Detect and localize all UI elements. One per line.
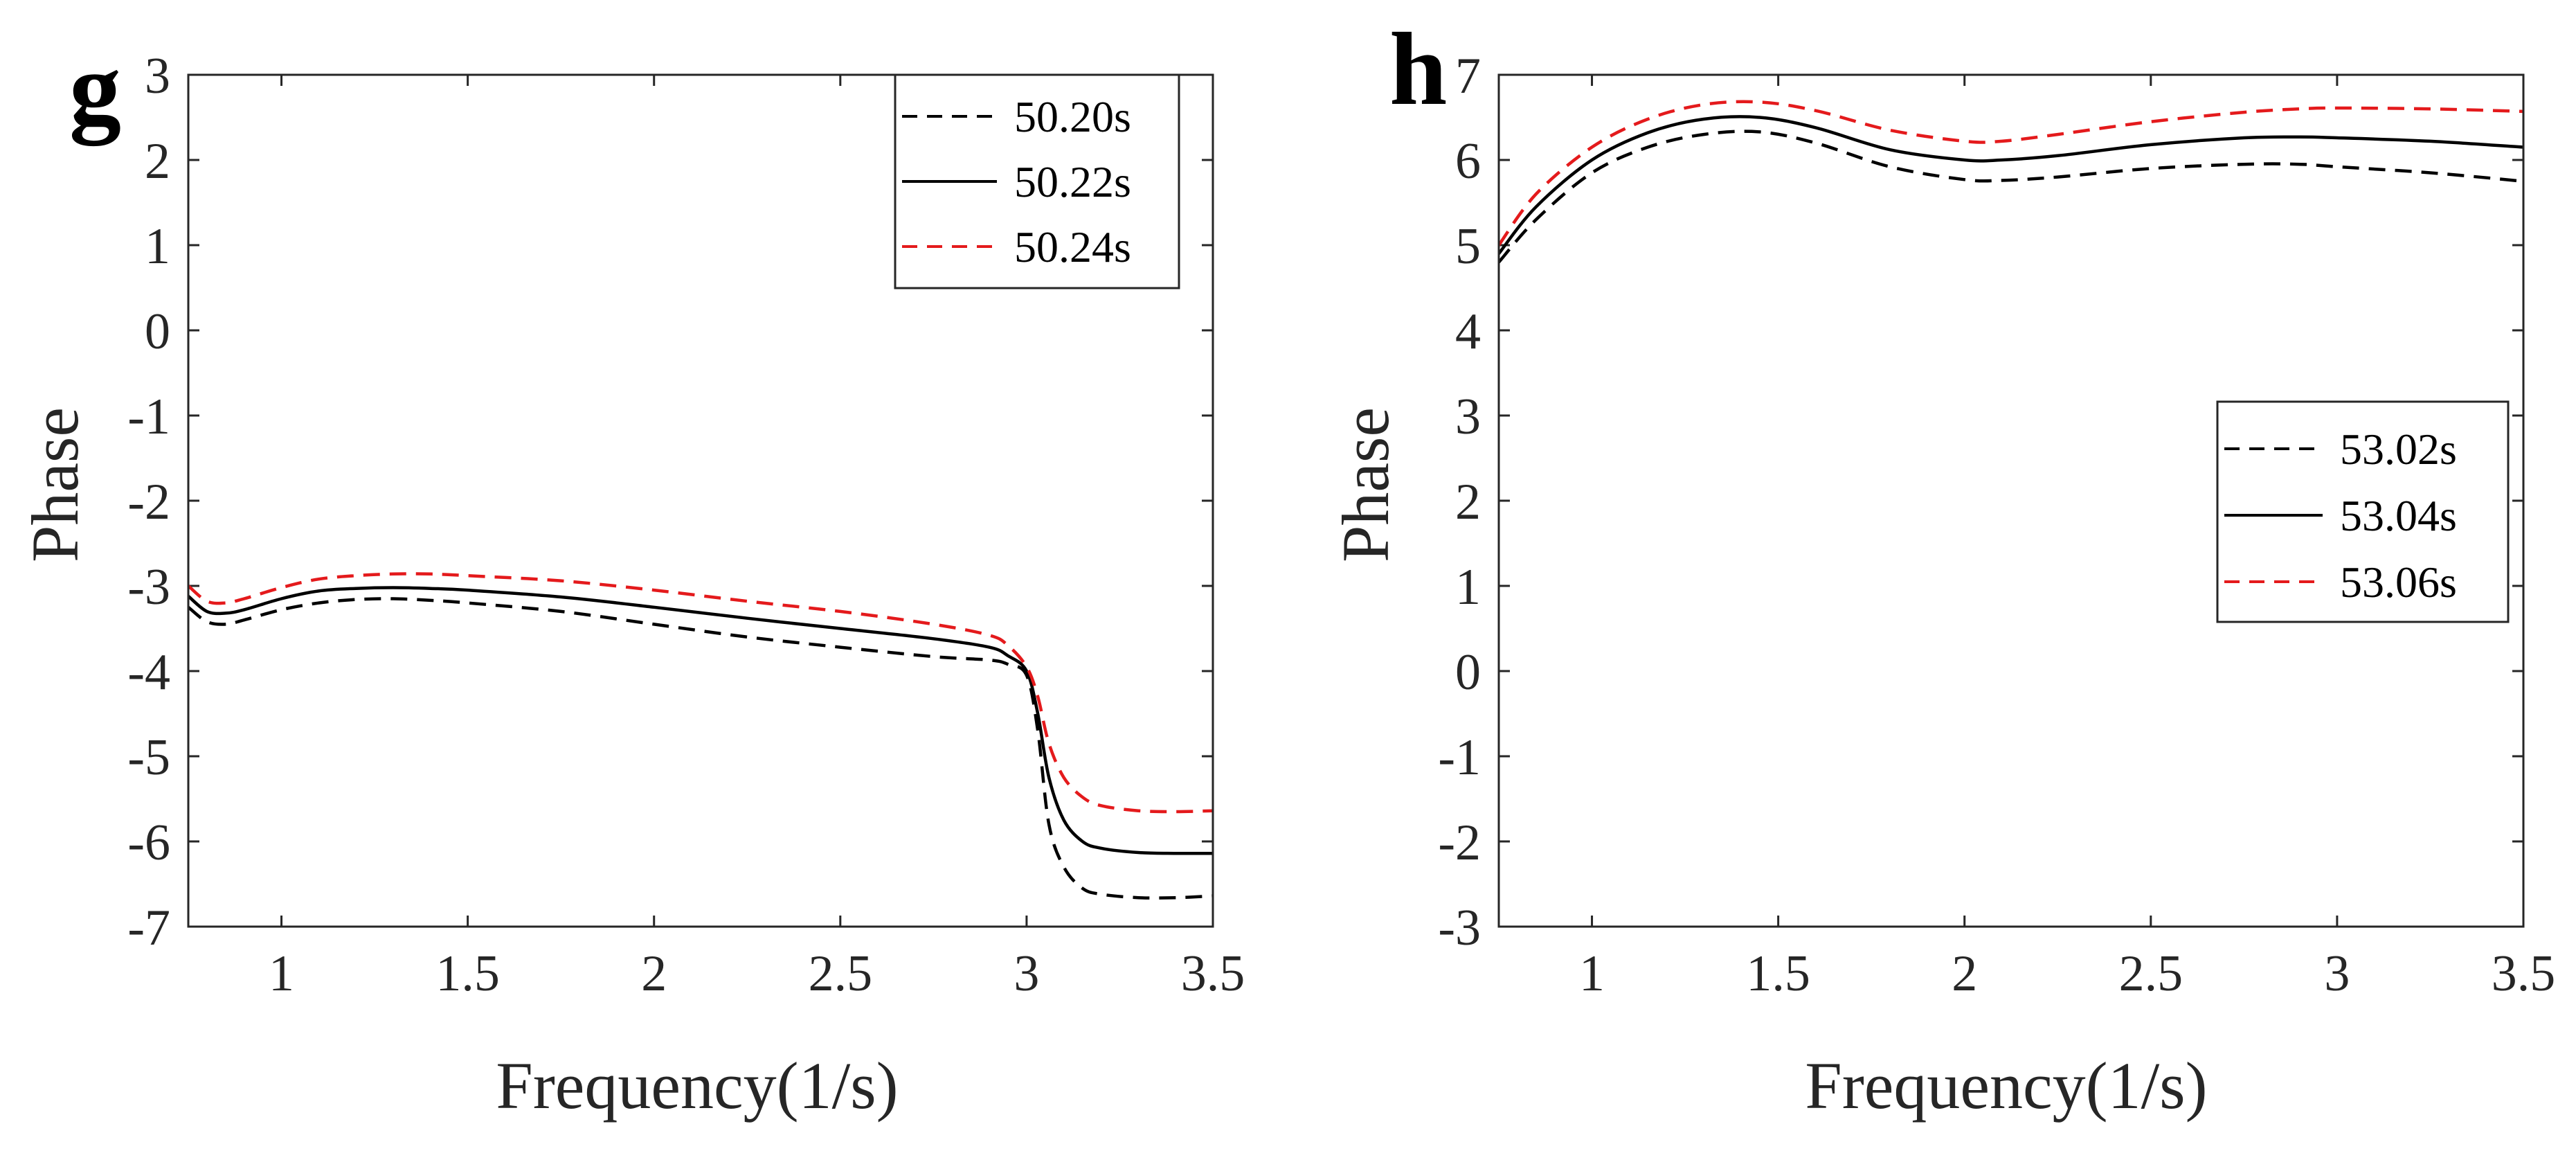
panel-label-g: g bbox=[69, 31, 121, 146]
x-tick-label: 1 bbox=[1579, 945, 1605, 1002]
y-tick-label: 2 bbox=[1455, 474, 1481, 530]
x-tick-label: 3 bbox=[2324, 945, 2350, 1002]
y-tick-label: 7 bbox=[1455, 48, 1481, 105]
series-line-50-22s bbox=[188, 586, 1213, 855]
x-axis-label: Frequency(1/s) bbox=[496, 1049, 898, 1123]
x-tick-label: 2.5 bbox=[809, 945, 873, 1002]
y-tick-label: -2 bbox=[1438, 814, 1481, 871]
x-tick-label: 1 bbox=[269, 945, 294, 1002]
legend-label-50-20s: 50.20s bbox=[1014, 92, 1131, 141]
legend-label-53-04s: 53.04s bbox=[2340, 491, 2457, 540]
plot-lines bbox=[188, 572, 1213, 900]
legend: 50.20s 50.22s 50.24s bbox=[894, 73, 1180, 289]
y-axis-label: Phase bbox=[1328, 407, 1403, 562]
y-tick-label: 3 bbox=[145, 48, 170, 105]
legend-label-53-06s: 53.06s bbox=[2340, 557, 2457, 607]
legend: 53.02s 53.04s 53.06s bbox=[2216, 400, 2510, 623]
x-tick-label: 3.5 bbox=[1181, 945, 1245, 1002]
y-tick-label: 1 bbox=[145, 218, 170, 275]
y-tick-label: -3 bbox=[127, 559, 170, 616]
y-tick-label: -6 bbox=[127, 814, 170, 871]
y-tick-label: 0 bbox=[145, 303, 170, 360]
panel-label-h: h bbox=[1389, 12, 1447, 127]
y-axis-label: Phase bbox=[18, 407, 92, 562]
x-tick-label: 1.5 bbox=[435, 945, 500, 1002]
axes-frame bbox=[187, 73, 1214, 928]
y-tick-label: 1 bbox=[1455, 559, 1481, 616]
axes-ticks: 1 1.5 2 2.5 3 3.5 -7 -6 -5 -4 -3 -2 -1 0 1 2 3 bbox=[127, 48, 1245, 1002]
x-tick-label: 2.5 bbox=[2119, 945, 2183, 1002]
x-tick-label: 3.5 bbox=[2492, 945, 2556, 1002]
y-tick-label: -4 bbox=[127, 644, 170, 701]
series-line-50-20s bbox=[188, 597, 1213, 900]
legend-label-53-02s: 53.02s bbox=[2340, 425, 2457, 474]
chart-panel-g: g Phase Frequency(1/s) 1 1.5 2 2.5 3 3.5 -7 -6 -… bbox=[18, 31, 1245, 1123]
y-tick-label: -5 bbox=[127, 729, 170, 786]
legend-box bbox=[2216, 400, 2510, 623]
chart-panel-h: h Phase Frequency(1/s) 1 1.5 2 2.5 3 3.5 -3 -2 -… bbox=[1328, 12, 2555, 1123]
y-tick-label: 5 bbox=[1455, 218, 1481, 275]
y-tick-label: 3 bbox=[1455, 389, 1481, 445]
y-tick-label: -2 bbox=[127, 474, 170, 530]
y-tick-label: 0 bbox=[1455, 644, 1481, 701]
legend-label-50-22s: 50.22s bbox=[1014, 157, 1131, 206]
x-tick-label: 2 bbox=[1952, 945, 1977, 1002]
y-tick-label: -1 bbox=[127, 389, 170, 445]
y-tick-label: -3 bbox=[1438, 900, 1481, 956]
legend-label-50-24s: 50.24s bbox=[1014, 222, 1131, 271]
series-line-53-02s bbox=[1499, 130, 2523, 264]
x-tick-label: 3 bbox=[1014, 945, 1039, 1002]
x-axis-label: Frequency(1/s) bbox=[1805, 1049, 2207, 1123]
plot-lines bbox=[1499, 100, 2523, 264]
x-tick-label: 1.5 bbox=[1746, 945, 1810, 1002]
axes-frame bbox=[1497, 73, 2525, 928]
y-tick-label: -7 bbox=[127, 900, 170, 956]
series-line-53-04s bbox=[1499, 115, 2523, 255]
axes-ticks: 1 1.5 2 2.5 3 3.5 -3 -2 -1 0 1 2 3 4 5 6 7 bbox=[1438, 48, 2555, 1002]
y-tick-label: -1 bbox=[1438, 729, 1481, 786]
series-line-53-06s bbox=[1499, 100, 2523, 247]
y-tick-label: 2 bbox=[145, 133, 170, 190]
y-tick-label: 4 bbox=[1455, 303, 1481, 360]
x-tick-label: 2 bbox=[641, 945, 667, 1002]
y-tick-label: 6 bbox=[1455, 133, 1481, 190]
